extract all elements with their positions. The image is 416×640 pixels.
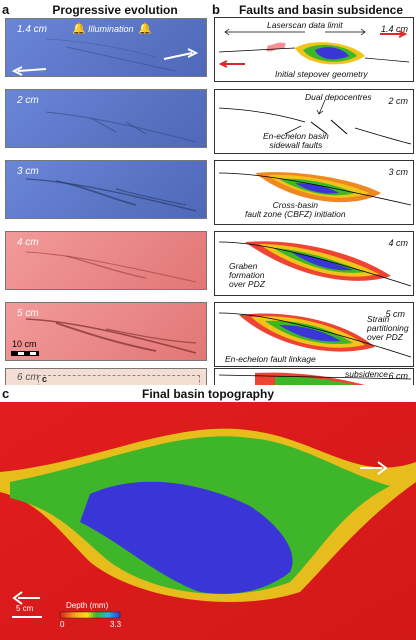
annotation-line: fault zone (CBFZ) initiation bbox=[245, 209, 346, 219]
subsidence-stage-3: 3 cm Cross-basin fault zone (CBFZ) initi… bbox=[214, 160, 414, 225]
annotation-line: sidewall faults bbox=[269, 140, 323, 150]
fault-map bbox=[218, 99, 412, 145]
annotation-line: over PDZ bbox=[229, 279, 265, 289]
panel-b-title: Faults and basin subsidence bbox=[238, 3, 404, 17]
panel-c-letter: c bbox=[2, 386, 10, 401]
bell-icon: 🔔 bbox=[72, 23, 86, 35]
annotation: Cross-basin fault zone (CBFZ) initiation bbox=[245, 201, 346, 219]
photo-stage-2: 2 cm bbox=[5, 89, 207, 148]
fault-traces bbox=[11, 38, 199, 76]
scale-bar-label: 5 cm bbox=[16, 604, 34, 613]
subsidence-map bbox=[218, 28, 410, 68]
fault-traces bbox=[25, 251, 197, 283]
colorbar-min: 0 bbox=[60, 620, 65, 629]
scale-bar-label: 10 cm bbox=[12, 339, 37, 349]
subsidence-stage-2: 2 cm Dual depocentres En-echelon basin s… bbox=[214, 89, 414, 154]
inset-c-letter: c bbox=[42, 374, 48, 384]
subsidence-stage-1: 1.4 cm Laserscan data limit Initial step… bbox=[214, 17, 414, 82]
photo-stage-6: 6 cm c bbox=[5, 368, 207, 385]
subsidence-stage-4: 4 cm Graben formation over PDZ bbox=[214, 231, 414, 296]
scale-bar bbox=[11, 351, 39, 356]
photo-stage-4: 4 cm bbox=[5, 231, 207, 290]
illumination-label: Illumination bbox=[88, 24, 134, 34]
subsidence-map bbox=[218, 172, 412, 206]
photo-stage-5: 5 cm 10 cm bbox=[5, 302, 207, 361]
annotation-line: Cross-basin bbox=[272, 200, 318, 210]
fault-traces bbox=[25, 178, 197, 212]
legend-title: subsidence bbox=[345, 369, 389, 379]
colorbar-title: Depth (mm) bbox=[66, 601, 109, 610]
subsidence-stage-6: 6 cm subsidence bbox=[214, 368, 414, 385]
annotation-line: partitioning bbox=[367, 323, 409, 333]
annotation-line: formation bbox=[229, 270, 265, 280]
stage-label: 4 cm bbox=[388, 238, 408, 248]
annotation: En-echelon basin sidewall faults bbox=[263, 132, 329, 150]
annotation: En-echelon fault linkage bbox=[225, 354, 316, 364]
stage-label: 1.4 cm bbox=[17, 24, 48, 35]
annotation-line: Graben bbox=[229, 261, 258, 271]
subsidence-stage-5: 5 cm Strain partitioning over PDZ En-ech… bbox=[214, 302, 414, 367]
annotation: Initial stepover geometry bbox=[275, 69, 368, 79]
stage-label: 6 cm bbox=[17, 372, 39, 383]
annotation: Laserscan data limit bbox=[267, 20, 343, 30]
inset-c-box bbox=[38, 375, 200, 385]
subsidence-map bbox=[218, 372, 412, 385]
stage-label: 5 cm bbox=[385, 309, 405, 319]
annotation-line: over PDZ bbox=[367, 332, 403, 342]
fault-traces bbox=[25, 318, 197, 354]
photo-stage-3: 3 cm bbox=[5, 160, 207, 219]
stage-label: 5 cm bbox=[17, 308, 39, 319]
stage-label: 6 cm bbox=[388, 371, 408, 381]
fault-traces bbox=[45, 111, 197, 143]
final-basin-topography: 5 cm Depth (mm) 0 3.3 bbox=[0, 402, 416, 640]
annotation-line: Strain bbox=[367, 314, 390, 324]
stage-label: 2 cm bbox=[17, 95, 39, 106]
stage-label: 2 cm bbox=[388, 96, 408, 106]
annotation: Strain partitioning over PDZ bbox=[367, 315, 409, 342]
colorbar-max: 3.3 bbox=[110, 620, 122, 629]
panel-a-letter: a bbox=[2, 2, 10, 17]
subsidence-map bbox=[218, 312, 412, 358]
subsidence-map bbox=[218, 241, 412, 287]
panel-c-title: Final basin topography bbox=[141, 387, 274, 401]
annotation: Dual depocentres bbox=[305, 92, 372, 102]
panel-b-letter: b bbox=[212, 2, 220, 17]
bell-icon: 🔔 bbox=[138, 23, 152, 35]
annotation-line: En-echelon basin bbox=[263, 131, 329, 141]
photo-stage-1: 1.4 cm 🔔 Illumination 🔔 bbox=[5, 18, 207, 77]
stage-label: 3 cm bbox=[17, 166, 39, 177]
stage-label: 1.4 cm bbox=[380, 24, 408, 34]
panel-a-title: Progressive evolution bbox=[52, 3, 178, 17]
annotation: Graben formation over PDZ bbox=[229, 262, 265, 289]
stage-label: 4 cm bbox=[17, 237, 39, 248]
topography-map bbox=[0, 402, 416, 640]
stage-label: 3 cm bbox=[388, 167, 408, 177]
